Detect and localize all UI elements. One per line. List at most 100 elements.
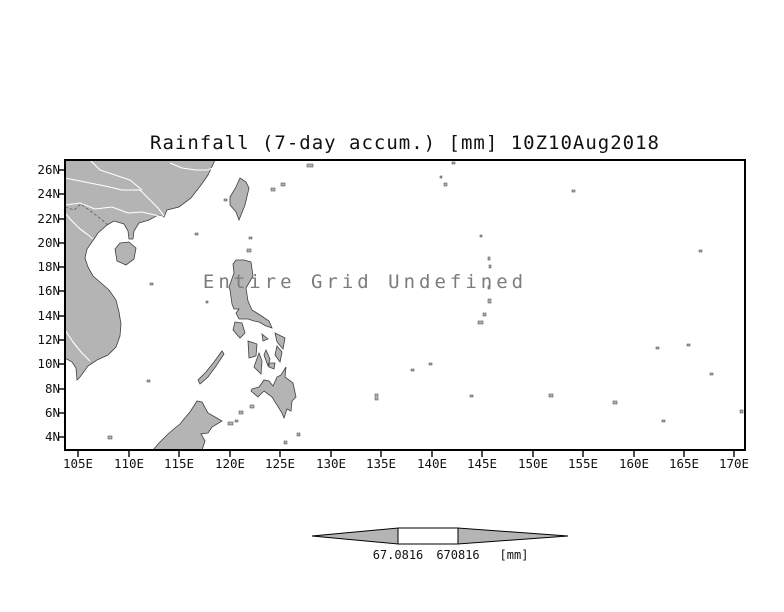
colorbar-tick-label: 67.0816 — [372, 548, 424, 562]
island-speck — [248, 236, 253, 240]
lon-axis-label: 140E — [416, 456, 448, 471]
lon-axis-label: 150E — [517, 456, 549, 471]
island-speck — [661, 419, 666, 423]
lon-ticks — [77, 450, 735, 457]
island-speck — [246, 248, 252, 253]
panay-island — [247, 340, 258, 359]
map-frame — [64, 159, 746, 451]
landmasses — [65, 160, 297, 450]
lon-axis-label: 125E — [264, 456, 296, 471]
hainan-island — [114, 241, 137, 266]
lat-axis-label: 26N — [37, 162, 60, 177]
island-speck — [482, 312, 487, 317]
lon-axis-label: 165E — [668, 456, 700, 471]
island-speck — [223, 198, 228, 202]
island-speck — [270, 187, 276, 192]
island-speck — [306, 163, 314, 168]
lon-axis-label: 135E — [365, 456, 397, 471]
river-line — [65, 177, 140, 191]
lat-axis-label: 8N — [44, 381, 60, 396]
island-speck — [280, 182, 286, 187]
colorbar-right-arrow — [457, 527, 569, 545]
lat-axis-label: 14N — [37, 308, 60, 323]
island-speck — [571, 189, 576, 193]
island-speck — [709, 372, 714, 376]
lat-axis-label: 22N — [37, 211, 60, 226]
lat-axis-label: 18N — [37, 259, 60, 274]
negros-island — [253, 351, 263, 375]
samar-island — [274, 332, 286, 350]
colorbar-tick-label: 670816 — [436, 548, 480, 562]
lon-axis-label: 160E — [618, 456, 650, 471]
colorbar-left-arrow — [311, 527, 399, 545]
river-line — [139, 189, 165, 217]
country-border-line — [65, 203, 109, 226]
island-speck — [451, 161, 456, 165]
island-speck — [487, 256, 491, 261]
rivers — [65, 160, 216, 362]
small-islands — [107, 161, 744, 445]
island-speck — [686, 343, 691, 347]
river-line — [65, 212, 94, 240]
river-line — [65, 329, 91, 362]
palawan-island — [197, 350, 225, 385]
luzon-island — [228, 259, 273, 329]
lon-axis-label: 105E — [62, 456, 94, 471]
island-speck — [443, 182, 448, 187]
lon-axis-label: 115E — [163, 456, 195, 471]
colorbar-unit-label: [mm] — [499, 548, 529, 562]
leyte-island — [274, 345, 283, 363]
masbate-island — [261, 333, 269, 342]
island-speck — [107, 435, 113, 440]
river-line — [89, 160, 143, 191]
colorbar — [311, 527, 569, 545]
island-speck — [374, 393, 379, 401]
plot-title: Rainfall (7-day accum.) [mm] 10Z10Aug201… — [150, 132, 660, 154]
lon-axis-label: 130E — [315, 456, 347, 471]
borneo-island — [152, 400, 223, 450]
island-speck — [249, 404, 255, 409]
lat-ticks — [58, 169, 65, 438]
island-speck — [655, 346, 660, 350]
island-speck — [238, 410, 244, 415]
grid-undefined-message: Entire Grid Undefined — [202, 271, 528, 293]
island-speck — [477, 320, 484, 325]
cebu-island — [263, 348, 271, 368]
colorbar-middle-segment — [397, 527, 459, 545]
lon-axis-label: 155E — [567, 456, 599, 471]
island-speck — [149, 282, 154, 286]
island-speck — [479, 234, 483, 238]
island-speck — [488, 264, 492, 269]
lat-axis-label: 12N — [37, 332, 60, 347]
island-speck — [469, 394, 474, 398]
lon-axis-label: 170E — [718, 456, 750, 471]
taiwan-island — [229, 177, 250, 222]
mindoro-island — [232, 321, 246, 339]
island-speck — [698, 249, 703, 253]
lat-axis-label: 10N — [37, 356, 60, 371]
lon-axis-label: 120E — [214, 456, 246, 471]
lat-axis-label: 16N — [37, 283, 60, 298]
mindanao-island — [250, 366, 297, 420]
island-speck — [739, 409, 744, 414]
river-line — [65, 202, 164, 218]
island-speck — [283, 440, 288, 445]
island-speck — [487, 285, 491, 290]
island-speck — [146, 379, 151, 383]
bohol-island — [268, 362, 276, 370]
river-line — [169, 162, 216, 171]
island-speck — [548, 393, 554, 398]
lat-axis-label: 24N — [37, 186, 60, 201]
lon-axis-label: 110E — [113, 456, 145, 471]
island-speck — [227, 421, 234, 426]
island-speck — [428, 362, 433, 366]
island-speck — [205, 300, 209, 304]
island-speck — [612, 400, 618, 405]
island-speck — [410, 368, 415, 372]
lon-axis-label: 145E — [466, 456, 498, 471]
lat-axis-label: 4N — [44, 429, 60, 444]
island-speck — [194, 232, 199, 236]
island-speck — [439, 175, 443, 179]
lat-axis-label: 20N — [37, 235, 60, 250]
